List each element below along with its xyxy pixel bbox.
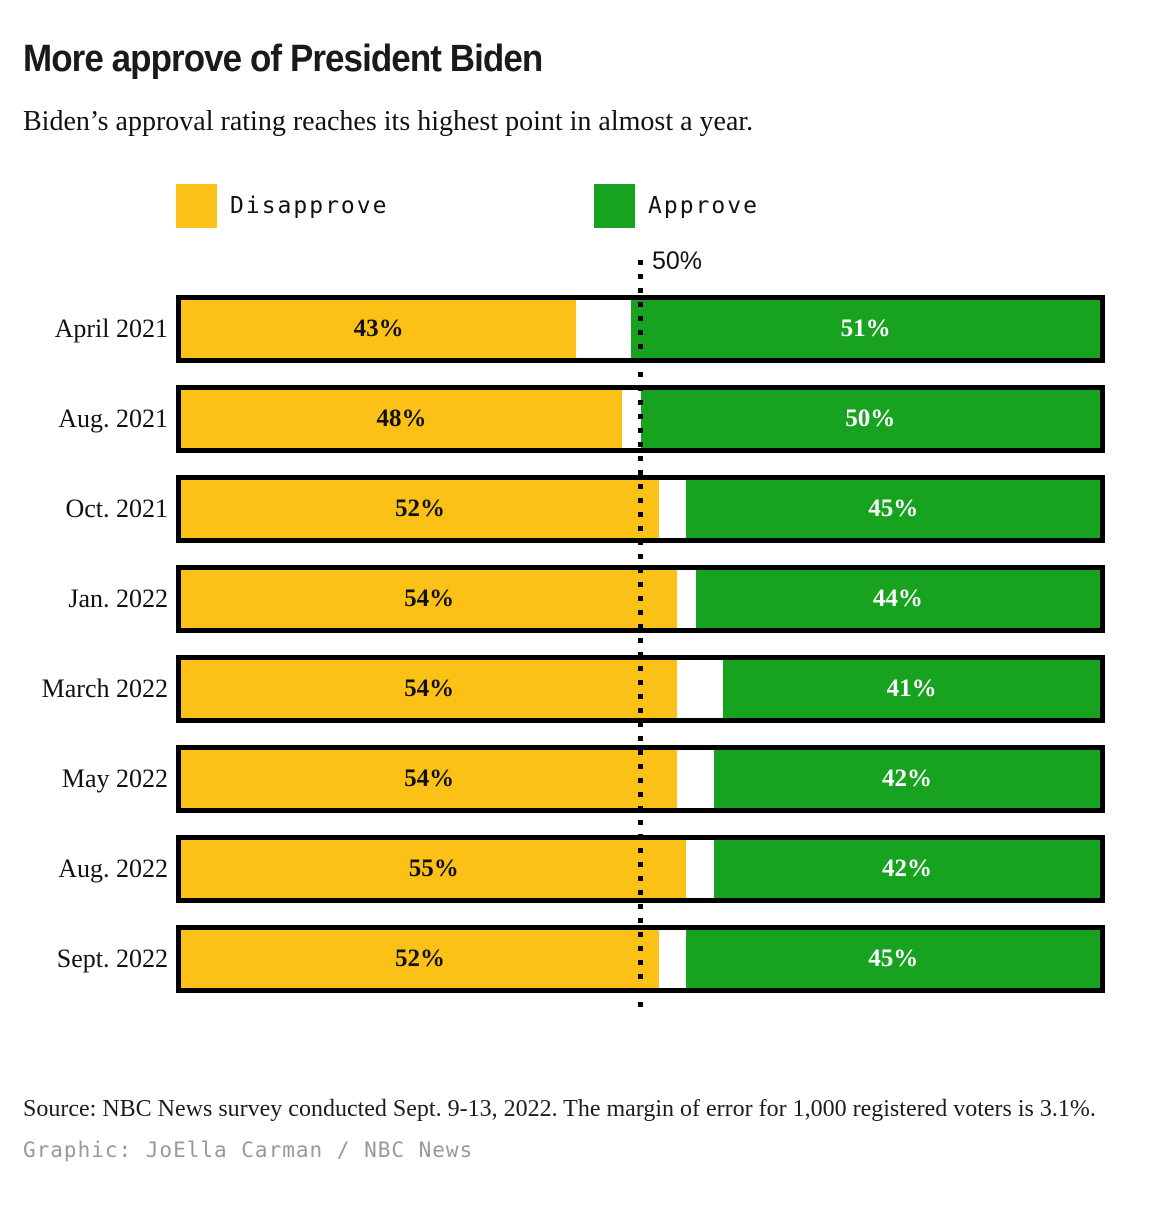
fifty-percent-reference-line	[638, 260, 643, 1013]
row-label: Aug. 2022	[58, 854, 168, 883]
bar-row: Oct. 2021 52% 45%	[23, 475, 1105, 543]
approve-value: 45%	[868, 945, 919, 972]
disapprove-value: 55%	[408, 855, 459, 882]
bar-rows: 50% April 2021 43% 51% Aug. 2021 48% 50%…	[23, 247, 1105, 1013]
bar-row: May 2022 54% 42%	[23, 745, 1105, 813]
approve-swatch-icon	[594, 184, 635, 228]
disapprove-value: 54%	[404, 585, 455, 612]
disapprove-segment: 52%	[181, 930, 659, 988]
disapprove-value: 52%	[394, 495, 445, 522]
legend-item-approve: Approve	[594, 184, 759, 228]
approve-segment: 44%	[695, 570, 1100, 628]
row-label: May 2022	[61, 764, 168, 793]
approve-value: 45%	[868, 495, 919, 522]
disapprove-segment: 48%	[181, 390, 623, 448]
disapprove-segment: 55%	[181, 840, 687, 898]
disapprove-value: 54%	[404, 675, 455, 702]
bar-track: 54% 41%	[176, 655, 1105, 723]
approve-value: 42%	[882, 855, 933, 882]
approve-value: 50%	[845, 405, 896, 432]
page-subtitle: Biden’s approval rating reaches its high…	[23, 106, 754, 137]
bar-row: March 2022 54% 41%	[23, 655, 1105, 723]
legend-label-disapprove: Disapprove	[230, 193, 389, 219]
disapprove-value: 43%	[353, 315, 404, 342]
bar-row: Aug. 2021 48% 50%	[23, 385, 1105, 453]
approve-segment: 50%	[640, 390, 1100, 448]
bar-row: Jan. 2022 54% 44%	[23, 565, 1105, 633]
approve-value: 51%	[840, 315, 891, 342]
row-label: Sept. 2022	[56, 944, 168, 973]
row-label: Aug. 2021	[58, 404, 168, 433]
row-label: April 2021	[54, 314, 168, 343]
row-label: Jan. 2022	[68, 584, 168, 613]
disapprove-value: 52%	[394, 945, 445, 972]
approve-segment: 42%	[714, 750, 1100, 808]
legend-label-approve: Approve	[648, 193, 759, 219]
legend-item-disapprove: Disapprove	[176, 184, 594, 228]
disapprove-swatch-icon	[176, 184, 217, 228]
bar-row: Aug. 2022 55% 42%	[23, 835, 1105, 903]
approve-value: 41%	[886, 675, 937, 702]
approve-value: 44%	[872, 585, 923, 612]
source-text: Source: NBC News survey conducted Sept. …	[23, 1096, 1096, 1122]
approve-segment: 45%	[686, 480, 1100, 538]
credit-text: Graphic: JoElla Carman / NBC News	[23, 1138, 474, 1163]
row-label: Oct. 2021	[65, 494, 168, 523]
chart-legend: Disapprove Approve	[176, 184, 1128, 228]
approve-segment: 45%	[686, 930, 1100, 988]
row-label: March 2022	[41, 674, 168, 703]
disapprove-segment: 54%	[181, 660, 678, 718]
bar-row: April 2021 43% 51%	[23, 295, 1105, 363]
bar-row: Sept. 2022 52% 45%	[23, 925, 1105, 993]
disapprove-segment: 54%	[181, 750, 678, 808]
approve-segment: 42%	[714, 840, 1100, 898]
page-title: More approve of President Biden	[23, 38, 543, 80]
fifty-percent-label: 50%	[652, 247, 703, 275]
disapprove-segment: 54%	[181, 570, 678, 628]
approve-value: 42%	[882, 765, 933, 792]
approve-segment: 51%	[631, 300, 1100, 358]
approve-segment: 41%	[723, 660, 1100, 718]
disapprove-value: 48%	[376, 405, 427, 432]
disapprove-segment: 43%	[181, 300, 577, 358]
disapprove-segment: 52%	[181, 480, 659, 538]
disapprove-value: 54%	[404, 765, 455, 792]
